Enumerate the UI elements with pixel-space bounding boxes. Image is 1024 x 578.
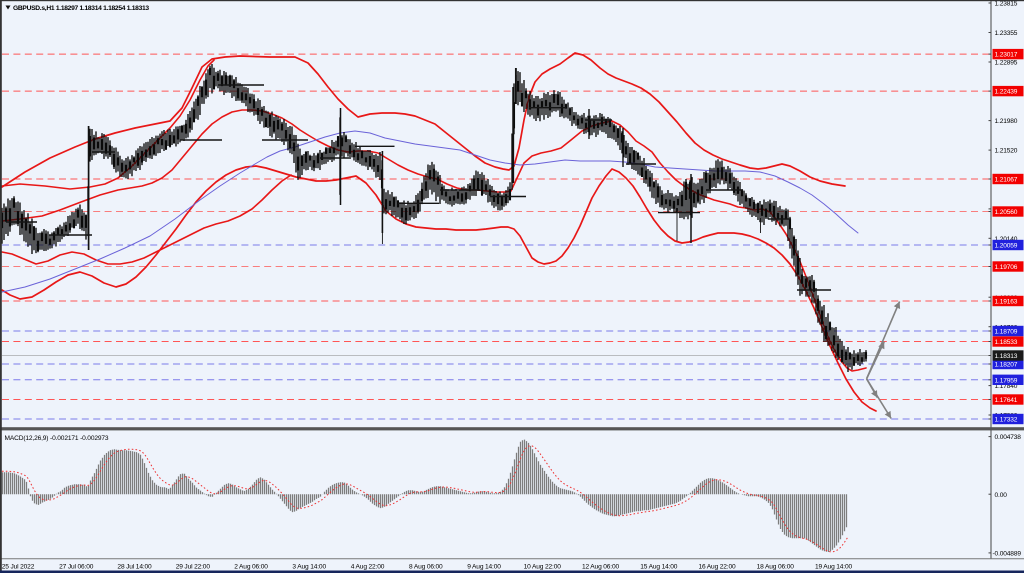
svg-text:1.19706: 1.19706 <box>995 264 1018 271</box>
svg-text:4 Aug 22:00: 4 Aug 22:00 <box>351 564 385 571</box>
svg-text:1.20560: 1.20560 <box>995 209 1018 216</box>
svg-text:2 Aug 06:00: 2 Aug 06:00 <box>234 564 268 571</box>
svg-text:1.20059: 1.20059 <box>995 243 1018 250</box>
svg-text:1.21520: 1.21520 <box>995 148 1018 155</box>
svg-text:1.21067: 1.21067 <box>995 177 1018 184</box>
svg-text:9 Aug 14:00: 9 Aug 14:00 <box>467 564 501 571</box>
svg-text:29 Jul 22:00: 29 Jul 22:00 <box>176 564 211 571</box>
svg-text:1.18533: 1.18533 <box>995 339 1018 346</box>
svg-text:1.18207: 1.18207 <box>995 362 1018 369</box>
svg-text:1.18709: 1.18709 <box>995 329 1018 336</box>
svg-text:1.21980: 1.21980 <box>995 118 1018 125</box>
svg-text:1.23355: 1.23355 <box>995 30 1018 37</box>
svg-text:1.22439: 1.22439 <box>995 89 1018 96</box>
svg-text:1.22895: 1.22895 <box>995 60 1018 67</box>
svg-text:0.00: 0.00 <box>995 492 1008 499</box>
svg-text:10 Aug 22:00: 10 Aug 22:00 <box>524 564 562 571</box>
svg-text:1.23017: 1.23017 <box>995 52 1018 59</box>
svg-text:GBPUSD.s,H1 1.18297 1.18314 1: GBPUSD.s,H1 1.18297 1.18314 1.18254 1.18… <box>13 5 149 12</box>
svg-text:1.17641: 1.17641 <box>995 397 1018 404</box>
svg-text:1.23815: 1.23815 <box>995 1 1018 8</box>
svg-text:3 Aug 14:00: 3 Aug 14:00 <box>292 564 326 571</box>
svg-text:1.18313: 1.18313 <box>995 353 1018 360</box>
svg-text:1.17332: 1.17332 <box>995 417 1018 424</box>
svg-text:1.17840: 1.17840 <box>995 383 1018 390</box>
svg-text:28 Jul 14:00: 28 Jul 14:00 <box>117 564 152 571</box>
svg-text:-0.004889: -0.004889 <box>993 551 1022 558</box>
svg-text:1.20140: 1.20140 <box>995 236 1018 243</box>
svg-text:16 Aug 22:00: 16 Aug 22:00 <box>698 564 736 571</box>
svg-text:12 Aug 06:00: 12 Aug 06:00 <box>582 564 620 571</box>
svg-text:19 Aug 14:00: 19 Aug 14:00 <box>815 564 853 571</box>
svg-text:0.004738: 0.004738 <box>995 434 1022 441</box>
svg-text:27 Jul 06:00: 27 Jul 06:00 <box>59 564 94 571</box>
svg-text:18 Aug 06:00: 18 Aug 06:00 <box>757 564 795 571</box>
svg-text:1.19163: 1.19163 <box>995 299 1018 306</box>
svg-text:8 Aug 06:00: 8 Aug 06:00 <box>409 564 443 571</box>
svg-text:25 Jul 2022: 25 Jul 2022 <box>2 564 35 571</box>
svg-text:15 Aug 14:00: 15 Aug 14:00 <box>640 564 678 571</box>
svg-text:1.17959: 1.17959 <box>995 377 1018 384</box>
svg-text:MACD(12,26,9) -0.002171 -0.002: MACD(12,26,9) -0.002171 -0.002973 <box>5 435 109 442</box>
